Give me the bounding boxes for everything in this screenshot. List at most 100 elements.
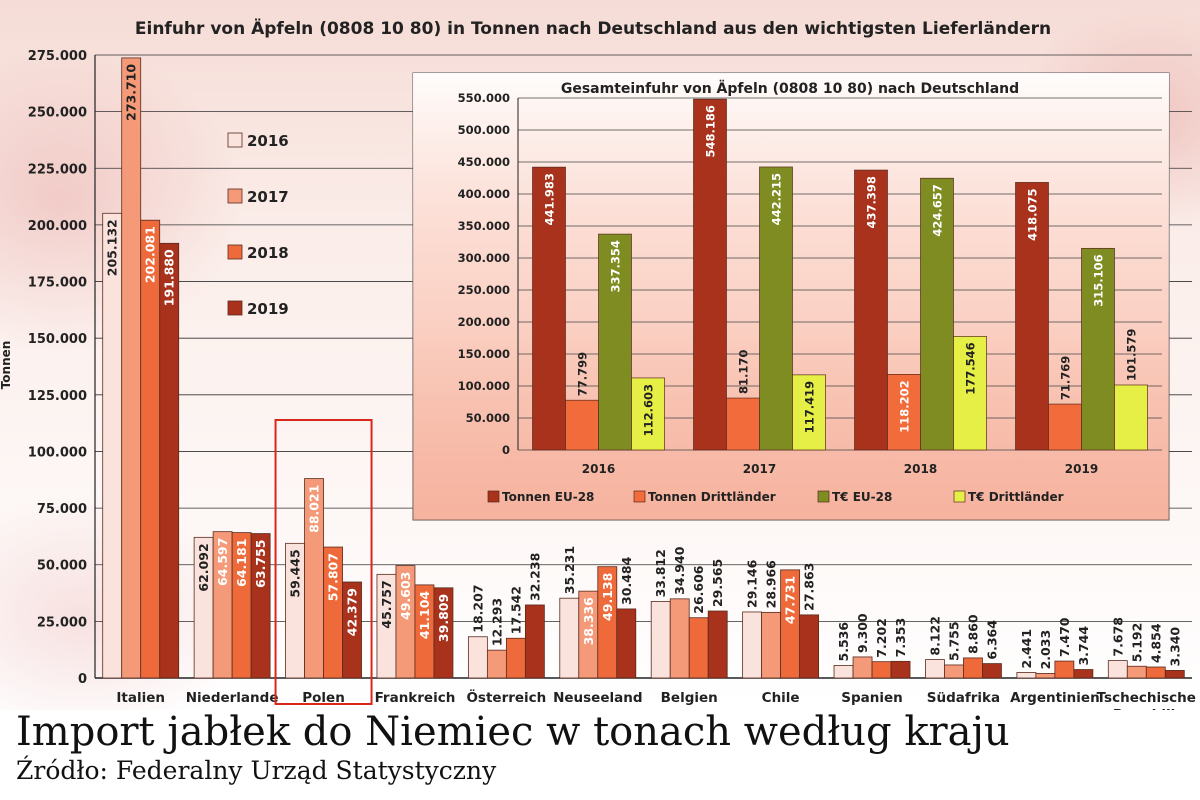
main-bar-value-label: 191.880 [162,249,177,306]
main-bar [982,663,1002,679]
main-bar-value-label: 12.293 [489,598,504,646]
main-bar [342,581,362,679]
inset-x-tick-label: 2018 [904,462,937,476]
main-x-tick-label: Niederlande [186,690,279,706]
main-bar [486,649,507,679]
main-bar [1126,665,1147,679]
main-bar-value-label: 29.565 [710,559,725,607]
inset-bar [598,233,632,451]
main-bar [1107,660,1128,679]
main-bar-value-label: 8.860 [965,614,980,654]
main-bar-value-label: 7.678 [1110,617,1125,657]
inset-bar-value-label: 71.769 [1059,356,1073,400]
inset-bar-value-label: 81.170 [737,350,751,394]
main-bar-value-label: 273.710 [124,64,139,121]
main-bar [467,636,488,679]
caption-source: Źródło: Federalny Urząd Statystyczny [16,756,497,785]
inset-legend-swatch [953,490,966,503]
main-bar [1073,669,1094,679]
main-bar-value-label: 6.364 [984,620,999,660]
main-bar [140,219,161,679]
main-y-tick-label: 225.000 [28,162,87,177]
main-legend-swatch [227,300,243,316]
main-bar [799,614,820,679]
inset-bar-value-label: 441.983 [543,173,557,225]
main-bar [1035,672,1056,679]
inset-bar-value-label: 177.546 [964,342,978,394]
inset-legend-swatch [817,490,830,503]
inset-legend-label: Tonnen EU-28 [502,490,594,504]
main-bar-value-label: 63.755 [253,540,268,588]
main-bar [1145,666,1166,679]
main-x-tick-label: Chile [762,690,800,706]
inset-x-tick-label: 2016 [582,462,615,476]
inset-y-tick-label: 0 [502,443,510,457]
main-bar-value-label: 7.470 [1057,617,1072,657]
main-bar [833,665,854,679]
main-bar [102,212,123,679]
main-bar-value-label: 4.854 [1148,623,1163,663]
main-bar-value-label: 49.138 [600,573,615,621]
main-y-tick-label: 125.000 [28,389,87,404]
inset-bar-value-label: 315.106 [1092,254,1106,306]
main-bar-value-label: 64.597 [215,538,230,586]
inset-bar-value-label: 112.603 [642,384,656,436]
inset-bar-value-label: 117.419 [803,381,817,433]
inset-bar [631,377,665,451]
main-bar-value-label: 8.122 [927,616,942,656]
inset-legend-label: T€ Drittländer [968,490,1064,504]
main-bar [871,661,892,679]
main-bar-value-label: 7.202 [874,618,889,658]
inset-y-tick-label: 400.000 [458,187,510,201]
inset-bar-value-label: 118.202 [898,380,912,432]
main-x-tick-label: Spanien [841,690,903,706]
main-bar-value-label: 64.181 [234,539,249,587]
main-bar-value-label: 5.192 [1129,623,1144,663]
main-y-axis-label: Tonnen [0,341,13,390]
main-chart: Einfuhr von Äpfeln (0808 10 80) in Tonne… [0,17,1196,710]
inset-legend-swatch [633,490,646,503]
inset-y-tick-label: 250.000 [458,283,510,297]
main-bar-value-label: 9.300 [855,613,870,653]
main-legend-label: 2016 [247,132,289,150]
inset-y-tick-label: 150.000 [458,347,510,361]
main-chart-title: Einfuhr von Äpfeln (0808 10 80) in Tonne… [135,17,1051,39]
main-y-tick-label: 150.000 [28,332,87,347]
inset-y-tick-label: 100.000 [458,379,510,393]
inset-y-tick-label: 500.000 [458,123,510,137]
inset-y-tick-label: 50.000 [466,411,510,425]
main-x-tick-label: Südafrika [927,690,1000,706]
inset-bar [565,399,599,451]
main-legend-swatch [227,188,243,204]
caption: Import jabłek do Niemiec w tonach według… [16,708,1196,786]
inset-y-tick-label: 200.000 [458,315,510,329]
inset-bar [693,98,727,451]
main-bar [250,533,271,679]
main-x-tick-label: Polen [302,690,345,706]
main-bar-value-label: 38.336 [581,597,596,646]
inset-y-tick-label: 350.000 [458,219,510,233]
main-bar-value-label: 28.966 [764,560,779,609]
inset-legend-swatch [487,490,500,503]
inset-x-tick-label: 2019 [1065,462,1098,476]
main-y-tick-label: 25.000 [37,615,87,630]
main-bar-value-label: 62.092 [196,543,211,591]
main-x-tick-label: Neuseeland [553,690,642,706]
main-bar-value-label: 3.340 [1167,627,1182,667]
main-bar [650,601,671,679]
main-bar-value-label: 5.755 [946,621,961,661]
main-bar [1164,670,1185,679]
main-bar [925,659,945,679]
main-bar [433,587,454,679]
main-bar-value-label: 88.021 [307,485,322,533]
main-y-tick-label: 275.000 [28,49,87,64]
main-bar-value-label: 26.606 [691,565,706,614]
inset-x-tick-label: 2017 [743,462,776,476]
main-bar-value-label: 2.441 [1019,629,1034,669]
main-bar-value-label: 5.536 [836,622,851,662]
main-legend-label: 2017 [247,188,289,206]
inset-bar [1114,384,1148,451]
inset-bar [1015,182,1049,451]
inset-bar [759,166,793,451]
inset-bar-value-label: 101.579 [1125,329,1139,381]
